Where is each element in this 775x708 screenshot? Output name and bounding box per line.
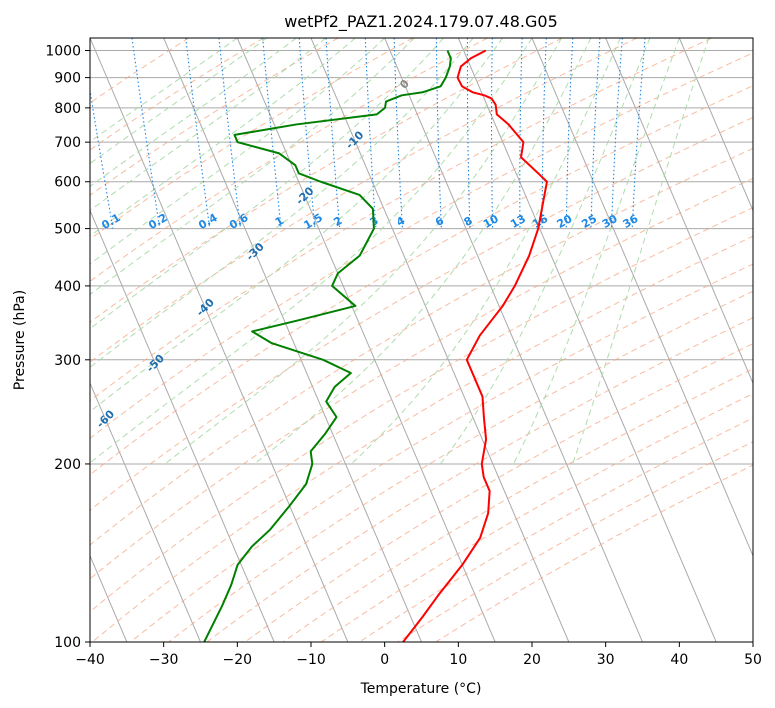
x-tick-label: 30 bbox=[597, 652, 615, 668]
moist-adiabat-line bbox=[90, 38, 356, 237]
dry-adiabat-line bbox=[244, 343, 753, 642]
x-axis: −40 −30 −20 −10 0 10 20 30 40 50 bbox=[75, 642, 762, 668]
y-tick-label: 600 bbox=[54, 175, 81, 191]
chart-title: wetPf2_PAZ1.2024.179.07.48.G05 bbox=[284, 12, 558, 32]
moist-adiabat-line bbox=[440, 38, 651, 465]
dry-adiabat-line bbox=[130, 263, 753, 642]
isotherm-line bbox=[236, 38, 496, 642]
isotherm-line bbox=[90, 381, 201, 642]
moist-adiabat-line bbox=[90, 38, 474, 368]
isotherm-line bbox=[384, 38, 643, 642]
isotherm-line bbox=[531, 38, 753, 557]
moist-adiabat-line bbox=[90, 38, 297, 187]
mixing-ratio-line bbox=[90, 86, 114, 229]
dry-adiabat-line bbox=[90, 177, 753, 580]
x-tick-label: 50 bbox=[744, 652, 762, 668]
dry-adiabat-line bbox=[282, 368, 753, 642]
isotherm-line bbox=[605, 38, 753, 385]
dry-adiabat-line bbox=[90, 38, 638, 363]
mixing-ratio-line bbox=[131, 38, 161, 229]
x-tick-label: −20 bbox=[223, 652, 253, 668]
moist-adiabat-line bbox=[90, 38, 503, 413]
y-tick-label: 200 bbox=[54, 457, 81, 473]
temperature-profile-line bbox=[402, 49, 548, 642]
x-axis-title: Temperature (°C) bbox=[360, 681, 482, 697]
moist-adiabat-line bbox=[90, 38, 415, 296]
x-tick-label: −30 bbox=[149, 652, 179, 668]
dry-adiabat-line bbox=[90, 85, 753, 476]
moist-adiabat-line bbox=[90, 38, 386, 265]
moist-adiabat-line bbox=[90, 38, 444, 330]
y-axis-title: Pressure (hPa) bbox=[12, 290, 28, 390]
plot-background bbox=[90, 38, 753, 642]
background-lines bbox=[90, 38, 753, 642]
moist-adiabat-line bbox=[350, 38, 621, 465]
y-tick-label: 1000 bbox=[45, 44, 81, 60]
x-tick-label: 20 bbox=[523, 652, 541, 668]
moist-adiabat-line bbox=[90, 38, 238, 143]
moist-adiabat-line bbox=[513, 38, 680, 465]
x-tick-label: 10 bbox=[449, 652, 467, 668]
isotherm-line bbox=[457, 38, 717, 642]
moist-adiabat-line bbox=[164, 38, 562, 465]
plot-frame bbox=[89, 37, 754, 643]
x-tick-label: 40 bbox=[670, 652, 688, 668]
x-tick-label: −40 bbox=[75, 652, 105, 668]
y-tick-label: 500 bbox=[54, 222, 81, 238]
y-tick-label: 400 bbox=[54, 279, 81, 295]
moist-adiabat-line bbox=[90, 38, 327, 212]
dry-adiabat-line bbox=[90, 38, 339, 196]
isotherm-line bbox=[90, 209, 275, 642]
moist-adiabat-line bbox=[90, 38, 533, 464]
dry-adiabat-line bbox=[90, 38, 264, 151]
moist-adiabat-line bbox=[572, 38, 710, 465]
dry-adiabat-line bbox=[90, 147, 753, 546]
dry-adiabat-line bbox=[91, 235, 753, 642]
x-tick-label: −10 bbox=[296, 652, 326, 668]
profile-lines bbox=[203, 49, 548, 642]
y-tick-label: 800 bbox=[54, 101, 81, 117]
y-axis: 100 200 300 400 500 600 700 800 900 1000 bbox=[45, 44, 90, 651]
dry-adiabat-line bbox=[90, 116, 753, 511]
isotherm-line bbox=[90, 38, 349, 642]
dewpoint-profile-line bbox=[203, 50, 452, 642]
dry-adiabat-line bbox=[90, 38, 712, 402]
isotherm-label: -80 bbox=[0, 519, 18, 542]
y-tick-label: 300 bbox=[54, 353, 81, 369]
mixing-ratio-line bbox=[218, 38, 242, 229]
x-tick-label: 0 bbox=[380, 652, 389, 668]
y-tick-label: 700 bbox=[54, 135, 81, 151]
isotherm-line bbox=[752, 38, 753, 40]
y-tick-label: 900 bbox=[54, 71, 81, 87]
mixing-ratio-line bbox=[185, 38, 211, 229]
y-tick-label: 100 bbox=[54, 635, 81, 651]
moist-adiabat-line bbox=[90, 38, 268, 165]
isotherm-line bbox=[678, 38, 753, 212]
isotherm-line bbox=[163, 38, 422, 642]
dry-adiabat-line bbox=[168, 290, 753, 642]
dry-adiabat-line bbox=[90, 52, 753, 439]
dry-adiabat-line bbox=[90, 38, 563, 323]
